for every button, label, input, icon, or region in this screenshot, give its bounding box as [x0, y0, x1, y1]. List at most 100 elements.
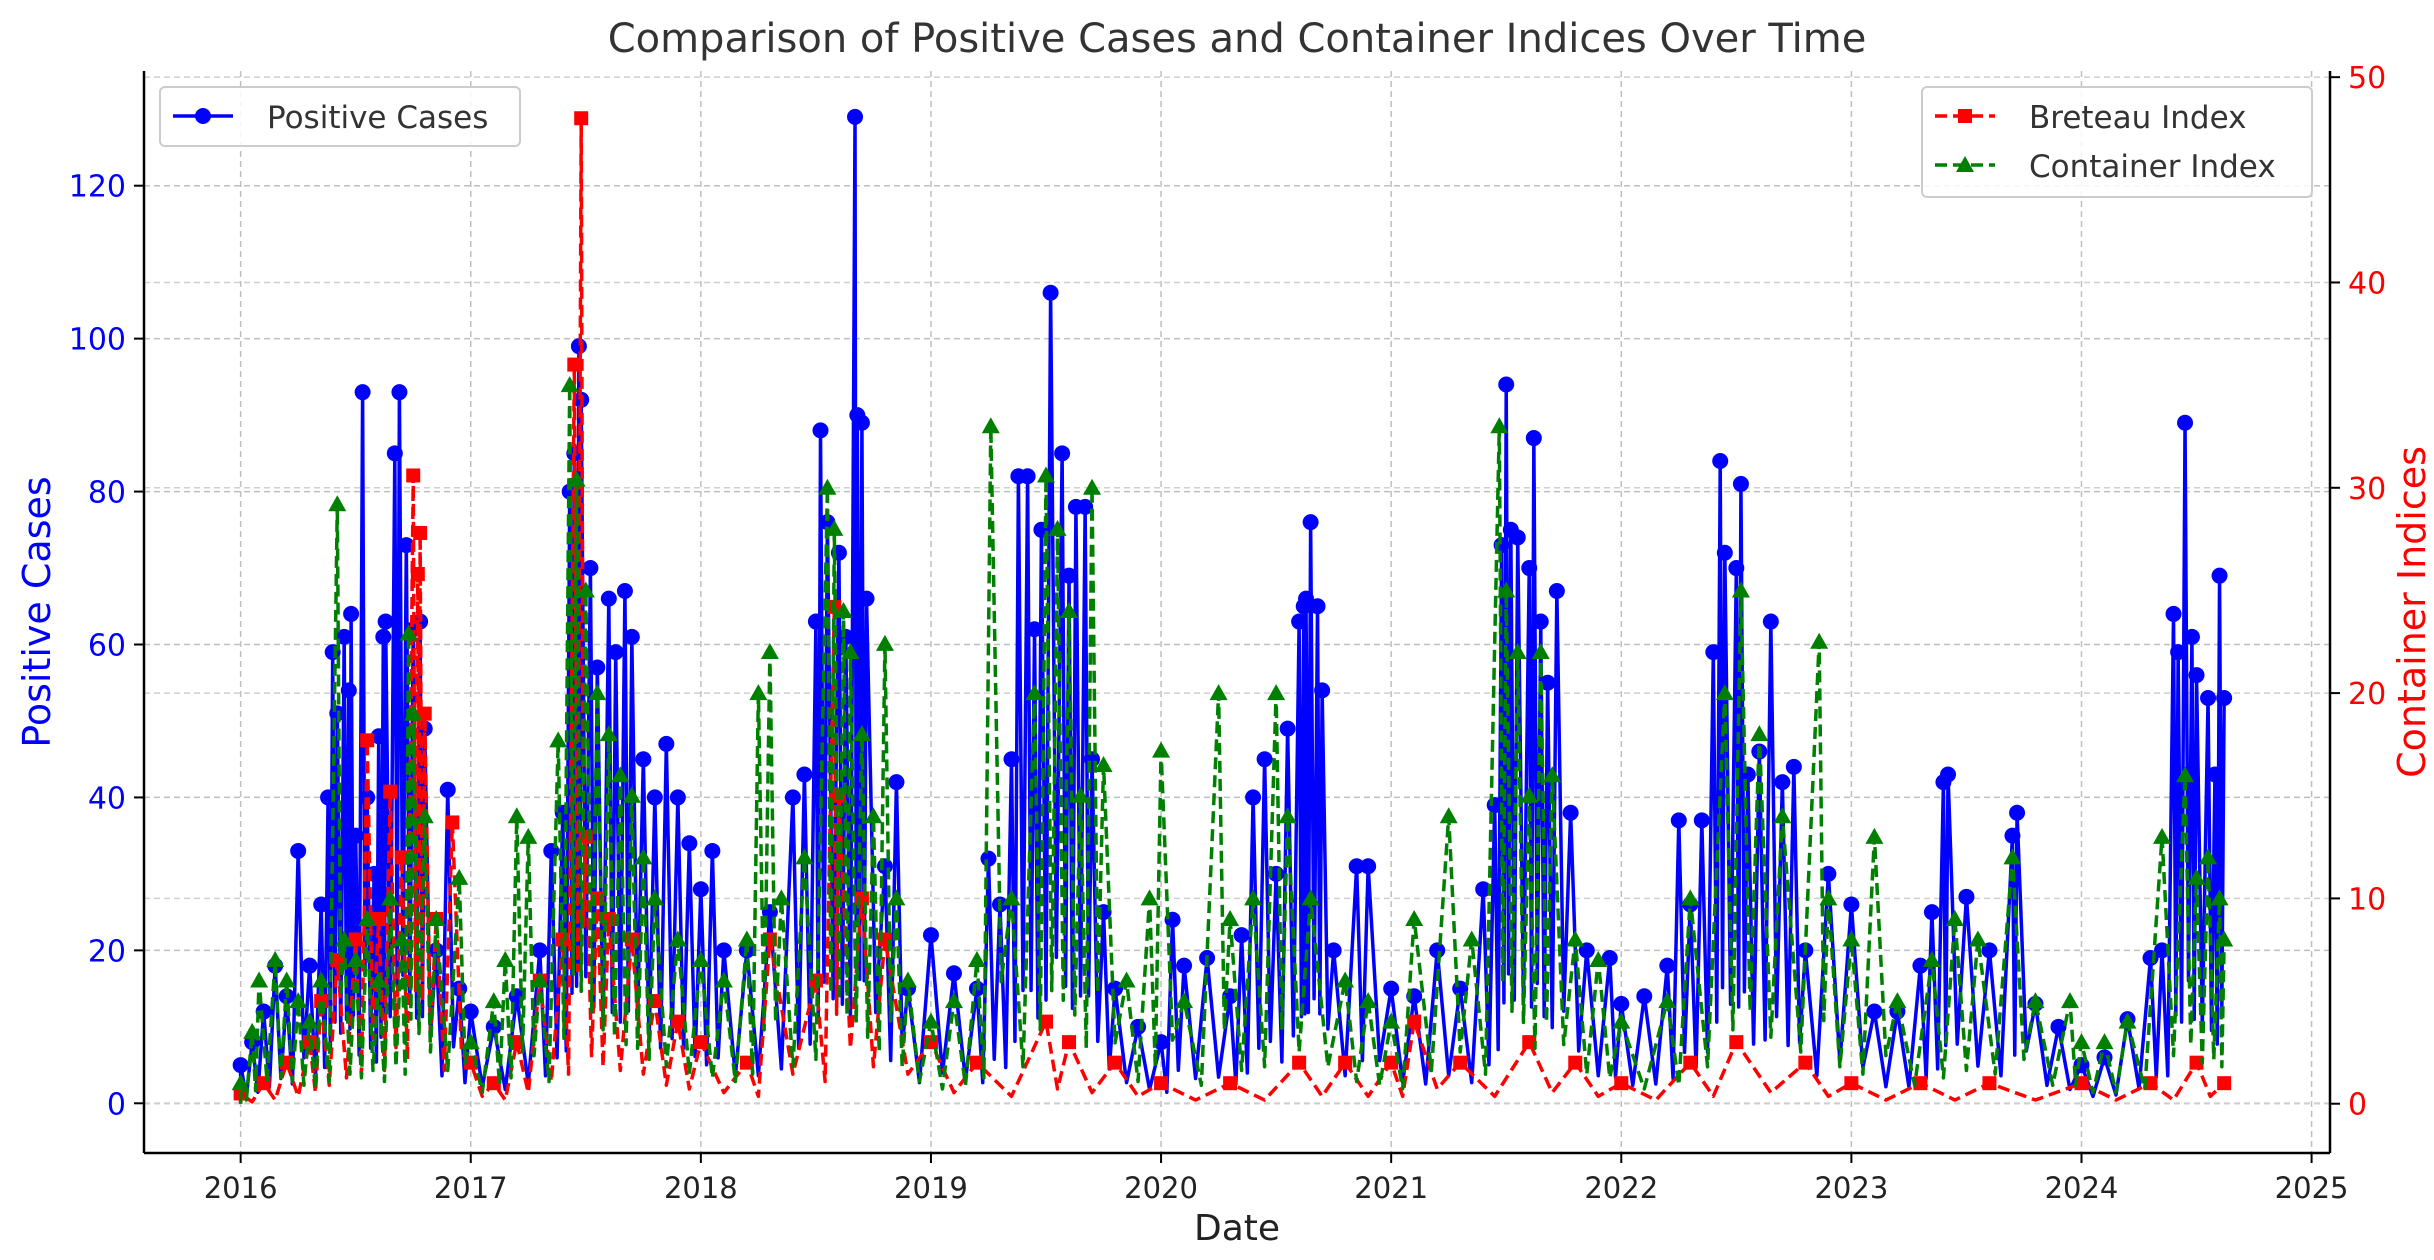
data-point-positive-cases — [1061, 567, 1078, 584]
data-point-container-index — [2199, 848, 2218, 865]
right-y-tick-label: 0 — [2348, 1088, 2367, 1123]
data-point-container-index — [312, 971, 331, 988]
data-point-container-index — [484, 992, 503, 1009]
data-point-breteau-index — [486, 1076, 501, 1091]
data-point-container-index — [427, 909, 446, 926]
data-point-positive-cases — [1958, 888, 1975, 905]
data-point-positive-cases — [1509, 529, 1526, 546]
data-point-container-index — [599, 725, 618, 742]
data-point-positive-cases — [1712, 452, 1729, 469]
data-point-container-index — [1731, 581, 1750, 598]
data-point-positive-cases — [1659, 957, 1676, 974]
data-point-container-index — [1888, 992, 1907, 1009]
data-point-container-index — [1922, 951, 1941, 968]
data-point-container-index — [944, 992, 963, 1009]
right-y-tick-label: 50 — [2348, 61, 2386, 96]
data-point-positive-cases — [623, 628, 640, 645]
data-point-positive-cases — [1774, 774, 1791, 791]
data-point-breteau-index — [1384, 1055, 1399, 1070]
data-point-container-index — [1658, 992, 1677, 1009]
left-y-axis-label: Positive Cases — [15, 476, 59, 747]
data-point-container-index — [1865, 827, 1884, 844]
data-point-positive-cases — [1670, 812, 1687, 829]
data-point-positive-cases — [858, 590, 875, 607]
data-point-container-index — [834, 601, 853, 618]
data-point-positive-cases — [1077, 498, 1094, 515]
data-point-positive-cases — [377, 613, 394, 630]
data-point-container-index — [1094, 755, 1113, 772]
data-point-positive-cases — [1562, 804, 1579, 821]
data-point-container-index — [887, 889, 906, 906]
data-point-breteau-index — [413, 525, 428, 540]
data-point-positive-cases — [336, 628, 353, 645]
data-point-positive-cases — [313, 896, 330, 913]
data-point-breteau-index — [1453, 1055, 1468, 1070]
data-point-container-index — [1819, 889, 1838, 906]
legend-marker-breteau-index — [1958, 109, 1972, 123]
right-y-axis-label: Container Indices — [2390, 446, 2434, 778]
data-point-breteau-index — [670, 1014, 685, 1029]
data-point-container-index — [2003, 848, 2022, 865]
data-point-breteau-index — [406, 468, 421, 483]
data-point-container-index — [530, 971, 549, 988]
data-point-container-index — [381, 889, 400, 906]
data-point-container-index — [346, 951, 365, 968]
x-axis-ticks: 2016 2017 2018 2019 2020 2021 2022 2023 2024 2025 — [204, 1153, 2348, 1205]
data-point-positive-cases — [340, 682, 357, 699]
data-point-container-index — [852, 725, 871, 742]
x-axis-label: Date — [1194, 1208, 1280, 1249]
data-point-container-index — [2118, 1012, 2137, 1029]
data-point-positive-cases — [812, 422, 829, 439]
data-point-container-index — [1520, 786, 1539, 803]
data-point-positive-cases — [1429, 942, 1446, 959]
data-point-container-index — [450, 868, 469, 885]
data-point-container-index — [1301, 889, 1320, 906]
data-point-positive-cases — [658, 735, 675, 752]
data-point-container-index — [1140, 889, 1159, 906]
data-point-breteau-index — [1729, 1035, 1744, 1050]
data-point-positive-cases — [1539, 674, 1556, 691]
data-point-container-index — [1002, 889, 1021, 906]
data-point-container-index — [825, 519, 844, 536]
left-y-tick-label: 20 — [88, 934, 126, 969]
data-point-breteau-index — [1062, 1035, 1077, 1050]
data-point-breteau-index — [1522, 1035, 1537, 1050]
data-point-container-index — [1497, 581, 1516, 598]
data-point-positive-cases — [589, 659, 606, 676]
data-point-positive-cases — [1636, 988, 1653, 1005]
data-point-positive-cases — [784, 789, 801, 806]
data-point-positive-cases — [2165, 605, 2182, 622]
data-point-container-index — [549, 731, 568, 748]
chart-title: Comparison of Positive Cases and Contain… — [608, 16, 1867, 62]
data-point-container-index — [404, 704, 423, 721]
data-point-breteau-index — [2217, 1076, 2232, 1091]
legend-label-breteau-index: Breteau Index — [2029, 100, 2246, 136]
data-point-positive-cases — [945, 965, 962, 982]
data-point-positive-cases — [1716, 544, 1733, 561]
data-point-container-index — [289, 992, 308, 1009]
left-y-tick-label: 0 — [107, 1087, 126, 1122]
data-point-positive-cases — [232, 1057, 249, 1074]
data-point-container-index — [1083, 478, 1102, 495]
data-point-positive-cases — [1084, 751, 1101, 768]
data-point-positive-cases — [1613, 995, 1630, 1012]
legend-right-frame — [1921, 86, 2313, 198]
data-point-container-index — [1209, 684, 1228, 701]
data-point-container-index — [300, 1012, 319, 1029]
x-tick-label: 2016 — [204, 1171, 278, 1205]
data-point-positive-cases — [1820, 865, 1837, 882]
data-point-positive-cases — [375, 628, 392, 645]
left-y-tick-label: 60 — [88, 628, 126, 663]
data-point-breteau-index — [2189, 1055, 2204, 1070]
series-line-container-index — [238, 383, 2226, 1104]
data-point-positive-cases — [582, 560, 599, 577]
data-point-container-index — [967, 951, 986, 968]
legend-left-frame — [159, 86, 521, 147]
data-point-container-index — [2153, 827, 2172, 844]
data-point-container-index — [519, 827, 538, 844]
data-point-container-index — [1336, 971, 1355, 988]
data-point-container-index — [1267, 684, 1286, 701]
left-y-axis-ticks: 0 20 40 60 80 100 120 — [69, 170, 144, 1122]
legend-marker-positive-cases — [195, 108, 211, 124]
